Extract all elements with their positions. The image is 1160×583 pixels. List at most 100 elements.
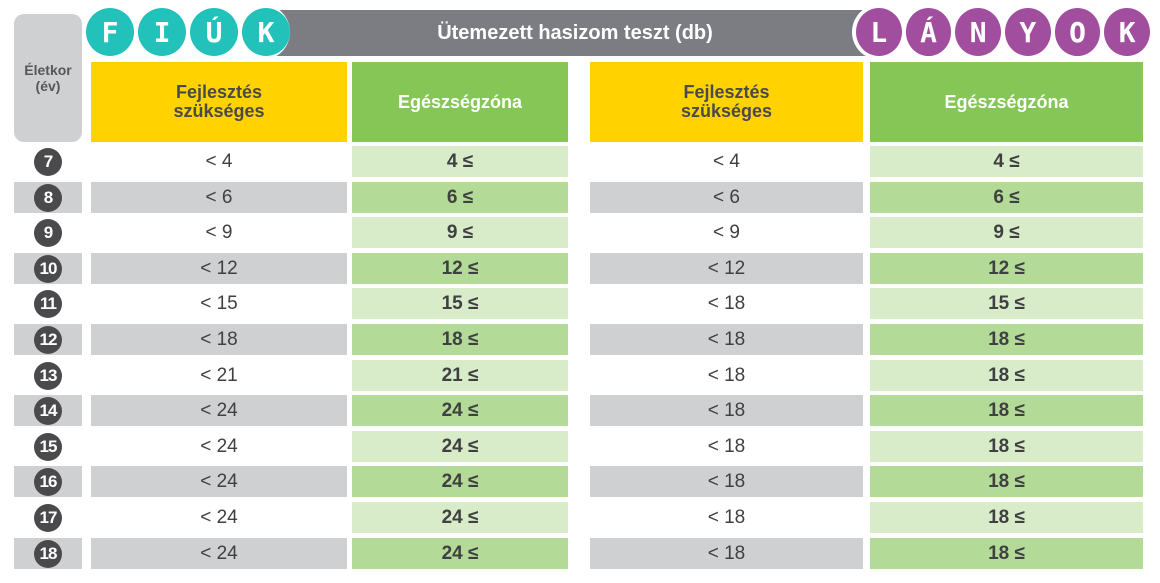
boys-dev-cell: < 24 xyxy=(91,395,347,426)
boys-dev-cell: < 15 xyxy=(91,288,347,319)
boys-health-cell: 15 ≤ xyxy=(352,288,568,319)
girls-health-cell: 12 ≤ xyxy=(870,253,1143,284)
boys-dev-cell: < 24 xyxy=(91,466,347,497)
table-row: 10 < 12 12 ≤ < 12 12 ≤ xyxy=(0,253,1160,284)
boys-health-cell: 24 ≤ xyxy=(352,466,568,497)
age-header-line1: Életkor xyxy=(24,62,72,78)
girls-letter: Y xyxy=(1005,8,1051,56)
boys-dev-cell: < 18 xyxy=(91,324,347,355)
age-badge: 16 xyxy=(34,467,62,496)
age-badge: 14 xyxy=(34,396,62,425)
girls-health-header: Egészségzóna xyxy=(870,62,1143,142)
age-badge: 7 xyxy=(34,147,62,176)
age-cell: 13 xyxy=(14,360,82,391)
boys-health-cell: 24 ≤ xyxy=(352,431,568,462)
girls-dev-header: Fejlesztés szükséges xyxy=(590,62,863,142)
age-cell: 14 xyxy=(14,395,82,426)
table-row: 17 < 24 24 ≤ < 18 18 ≤ xyxy=(0,502,1160,533)
girls-dev-cell: < 4 xyxy=(590,146,863,177)
age-cell: 9 xyxy=(14,217,82,248)
age-badge: 11 xyxy=(34,289,62,318)
boys-letter: K xyxy=(242,8,290,56)
table-row: 14 < 24 24 ≤ < 18 18 ≤ xyxy=(0,395,1160,426)
table-row: 11 < 15 15 ≤ < 18 15 ≤ xyxy=(0,288,1160,319)
age-badge: 13 xyxy=(34,361,62,390)
age-badge: 15 xyxy=(34,432,62,461)
age-cell: 12 xyxy=(14,324,82,355)
girls-dev-cell: < 18 xyxy=(590,431,863,462)
girls-health-cell: 15 ≤ xyxy=(870,288,1143,319)
table-row: 15 < 24 24 ≤ < 18 18 ≤ xyxy=(0,431,1160,462)
age-cell: 16 xyxy=(14,466,82,497)
girls-dev-cell: < 18 xyxy=(590,360,863,391)
boys-health-cell: 4 ≤ xyxy=(352,146,568,177)
boys-dev-cell: < 4 xyxy=(91,146,347,177)
age-cell: 8 xyxy=(14,182,82,213)
girls-health-cell: 18 ≤ xyxy=(870,431,1143,462)
girls-health-cell: 18 ≤ xyxy=(870,324,1143,355)
boys-health-cell: 21 ≤ xyxy=(352,360,568,391)
girls-dev-cell: < 18 xyxy=(590,538,863,569)
girls-health-cell: 9 ≤ xyxy=(870,217,1143,248)
girls-letter: Á xyxy=(905,8,952,56)
age-cell: 10 xyxy=(14,253,82,284)
table-row: 16 < 24 24 ≤ < 18 18 ≤ xyxy=(0,466,1160,497)
boys-health-cell: 6 ≤ xyxy=(352,182,568,213)
boys-health-cell: 24 ≤ xyxy=(352,502,568,533)
age-header-line2: (év) xyxy=(35,78,61,94)
girls-health-cell: 18 ≤ xyxy=(870,395,1143,426)
girls-health-cell: 4 ≤ xyxy=(870,146,1143,177)
boys-dev-cell: < 24 xyxy=(91,538,347,569)
age-badge: 10 xyxy=(34,254,62,283)
age-badge: 18 xyxy=(34,539,62,568)
girls-letter: L xyxy=(856,8,902,56)
boys-dev-cell: < 9 xyxy=(91,217,347,248)
boys-dev-cell: < 24 xyxy=(91,431,347,462)
age-cell: 15 xyxy=(14,431,82,462)
boys-health-cell: 18 ≤ xyxy=(352,324,568,355)
girls-dev-cell: < 6 xyxy=(590,182,863,213)
girls-label: L Á N Y O K xyxy=(852,4,1151,60)
age-badge: 8 xyxy=(34,183,62,212)
girls-dev-cell: < 18 xyxy=(590,395,863,426)
boys-letter: I xyxy=(138,8,186,56)
table-row: 13 < 21 21 ≤ < 18 18 ≤ xyxy=(0,360,1160,391)
girls-health-cell: 18 ≤ xyxy=(870,466,1143,497)
girls-letter: O xyxy=(1054,8,1101,56)
girls-dev-cell: < 18 xyxy=(590,288,863,319)
table-row: 18 < 24 24 ≤ < 18 18 ≤ xyxy=(0,538,1160,569)
girls-health-cell: 18 ≤ xyxy=(870,360,1143,391)
girls-dev-cell: < 18 xyxy=(590,502,863,533)
age-cell: 11 xyxy=(14,288,82,319)
boys-dev-header: Fejlesztés szükséges xyxy=(91,62,347,142)
boys-health-header: Egészségzóna xyxy=(352,62,568,142)
boys-health-cell: 24 ≤ xyxy=(352,538,568,569)
table-title: Ütemezett hasizom teszt (db) xyxy=(270,10,880,56)
girls-letter: N xyxy=(955,8,1002,56)
age-cell: 7 xyxy=(14,146,82,177)
boys-health-cell: 9 ≤ xyxy=(352,217,568,248)
age-badge: 17 xyxy=(34,503,62,532)
girls-dev-cell: < 18 xyxy=(590,466,863,497)
boys-label: F I Ú K xyxy=(82,4,290,60)
boys-dev-cell: < 24 xyxy=(91,502,347,533)
boys-letter: F xyxy=(86,8,134,56)
girls-dev-cell: < 9 xyxy=(590,217,863,248)
boys-dev-cell: < 6 xyxy=(91,182,347,213)
age-column-header: Életkor (év) xyxy=(14,14,82,142)
age-cell: 18 xyxy=(14,538,82,569)
age-badge: 12 xyxy=(34,325,62,354)
girls-health-cell: 18 ≤ xyxy=(870,538,1143,569)
table-row: 12 < 18 18 ≤ < 18 18 ≤ xyxy=(0,324,1160,355)
age-badge: 9 xyxy=(34,218,62,247)
boys-letter: Ú xyxy=(190,8,238,56)
girls-dev-cell: < 12 xyxy=(590,253,863,284)
girls-health-cell: 18 ≤ xyxy=(870,502,1143,533)
girls-health-cell: 6 ≤ xyxy=(870,182,1143,213)
age-cell: 17 xyxy=(14,502,82,533)
boys-health-cell: 12 ≤ xyxy=(352,253,568,284)
boys-dev-cell: < 12 xyxy=(91,253,347,284)
